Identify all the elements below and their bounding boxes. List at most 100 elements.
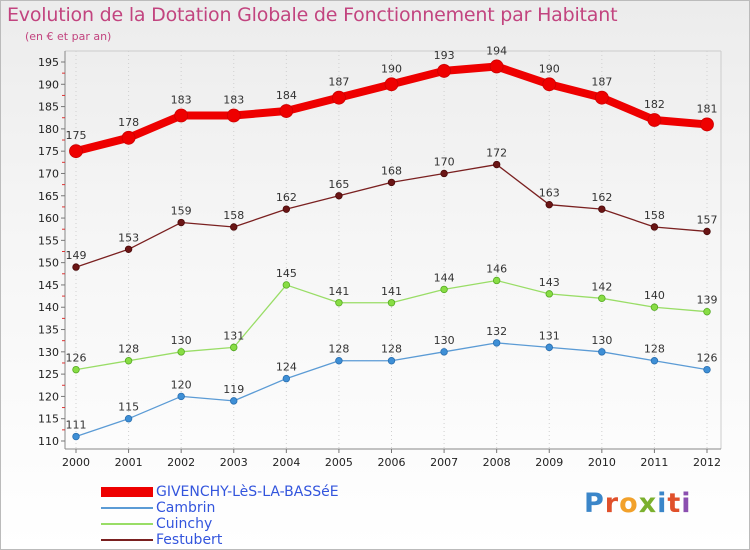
x-axis-ticks: 2000 2001 2002 2003 2004 2005 2006 2007 2008 2009… bbox=[62, 449, 721, 469]
data-label-cambrin: 126 bbox=[697, 352, 718, 365]
data-label-festubert: 172 bbox=[486, 147, 507, 160]
legend-swatch-cambrin bbox=[101, 507, 153, 509]
data-label-festubert: 162 bbox=[591, 191, 612, 204]
data-label-cuinchy: 126 bbox=[66, 352, 87, 365]
x-tick-label: 2000 bbox=[62, 456, 90, 469]
y-tick-label: 140 bbox=[38, 301, 59, 314]
data-point-cuinchy bbox=[545, 290, 553, 298]
data-label-cambrin: 130 bbox=[591, 334, 612, 347]
data-point-cambrin bbox=[598, 348, 606, 356]
data-label-cambrin: 124 bbox=[276, 361, 297, 374]
data-point-cuinchy bbox=[124, 357, 133, 365]
data-point-givenchy bbox=[279, 104, 294, 118]
data-label-givenchy: 183 bbox=[171, 94, 192, 107]
legend-label-festubert: Festubert bbox=[156, 532, 223, 548]
x-tick-label: 2006 bbox=[378, 456, 406, 469]
x-tick-label: 2001 bbox=[115, 456, 143, 469]
data-point-festubert bbox=[703, 227, 711, 236]
data-label-cuinchy: 128 bbox=[118, 343, 139, 356]
y-tick-label: 190 bbox=[38, 78, 59, 91]
legend-label-cuinchy: Cuinchy bbox=[156, 516, 213, 532]
y-tick-label: 160 bbox=[38, 212, 59, 225]
y-tick-label: 165 bbox=[38, 190, 59, 203]
data-point-cambrin bbox=[282, 374, 291, 383]
data-label-cuinchy: 142 bbox=[591, 280, 612, 293]
x-tick-label: 2005 bbox=[325, 456, 353, 469]
data-point-givenchy bbox=[332, 90, 346, 105]
data-label-festubert: 170 bbox=[434, 155, 455, 168]
data-label-festubert: 149 bbox=[66, 249, 87, 262]
y-tick-label: 115 bbox=[38, 413, 59, 426]
data-point-givenchy bbox=[700, 117, 714, 132]
data-label-givenchy: 187 bbox=[591, 76, 612, 89]
y-tick-label: 180 bbox=[38, 123, 59, 136]
y-tick-label: 125 bbox=[38, 368, 59, 381]
y-tick-label: 145 bbox=[38, 279, 59, 292]
data-point-cuinchy bbox=[282, 281, 291, 289]
data-point-cambrin bbox=[387, 357, 396, 365]
data-point-givenchy bbox=[174, 108, 189, 123]
y-tick-label: 135 bbox=[38, 324, 59, 337]
data-point-givenchy bbox=[384, 77, 399, 92]
data-label-givenchy: 175 bbox=[66, 129, 87, 142]
data-point-cambrin bbox=[650, 357, 659, 365]
data-label-givenchy: 178 bbox=[118, 116, 139, 129]
data-label-cambrin: 130 bbox=[434, 334, 455, 347]
data-point-givenchy bbox=[69, 144, 83, 159]
data-point-cuinchy bbox=[387, 299, 396, 307]
x-tick-label: 2003 bbox=[220, 456, 248, 469]
data-label-givenchy: 190 bbox=[539, 62, 560, 75]
data-point-cuinchy bbox=[177, 348, 185, 356]
y-axis-ticks: 110 115 120 125 130 135 140 145 150 155 160 165 170 1… bbox=[38, 56, 65, 448]
legend-label-cambrin: Cambrin bbox=[156, 500, 216, 516]
data-label-festubert: 162 bbox=[276, 191, 297, 204]
data-label-festubert: 158 bbox=[223, 209, 244, 222]
data-point-givenchy bbox=[647, 113, 662, 127]
data-label-cambrin: 115 bbox=[118, 401, 139, 414]
legend-swatch-givenchy bbox=[101, 487, 153, 497]
data-label-cuinchy: 145 bbox=[276, 267, 297, 280]
data-label-cambrin: 128 bbox=[644, 343, 665, 356]
data-point-cambrin bbox=[545, 343, 553, 352]
data-point-cambrin bbox=[440, 348, 448, 356]
data-label-givenchy: 182 bbox=[644, 98, 665, 111]
series-festubert: 149 153 159 158 162 165 168 170 172 163 162 158 157 bbox=[66, 147, 718, 271]
data-point-cuinchy bbox=[492, 276, 501, 285]
y-tick-label: 120 bbox=[38, 390, 59, 403]
y-tick-label: 195 bbox=[38, 56, 59, 69]
data-label-cuinchy: 141 bbox=[328, 285, 349, 298]
series-cambrin: 111 115 120 119 124 128 128 130 132 131 130 128 126 bbox=[66, 325, 718, 441]
data-label-cambrin: 119 bbox=[223, 383, 244, 396]
data-label-cuinchy: 144 bbox=[434, 271, 455, 284]
y-tick-label: 130 bbox=[38, 346, 59, 359]
legend-label-givenchy: GIVENCHY-LèS-LA-BASSéE bbox=[156, 484, 339, 500]
data-point-cuinchy bbox=[440, 285, 448, 294]
data-point-festubert bbox=[72, 263, 80, 271]
data-point-cambrin bbox=[72, 432, 80, 441]
data-point-festubert bbox=[440, 169, 448, 178]
x-tick-label: 2012 bbox=[693, 456, 721, 469]
data-point-givenchy bbox=[121, 130, 136, 145]
data-label-festubert: 159 bbox=[171, 205, 192, 218]
x-tick-label: 2004 bbox=[272, 456, 300, 469]
data-point-cambrin bbox=[230, 397, 238, 405]
data-label-givenchy: 193 bbox=[434, 49, 455, 62]
y-tick-label: 175 bbox=[38, 145, 59, 158]
data-point-givenchy bbox=[489, 59, 504, 74]
data-label-festubert: 157 bbox=[697, 213, 718, 226]
data-point-festubert bbox=[492, 160, 501, 169]
data-point-festubert bbox=[177, 218, 185, 227]
data-label-givenchy: 190 bbox=[381, 62, 402, 75]
data-label-festubert: 158 bbox=[644, 209, 665, 222]
data-point-festubert bbox=[335, 192, 343, 200]
x-tick-label: 2011 bbox=[640, 456, 668, 469]
series-cuinchy: 126 128 130 131 145 141 141 144 146 143 142 140 139 bbox=[66, 262, 718, 374]
data-label-cuinchy: 141 bbox=[381, 285, 402, 298]
data-point-cambrin bbox=[124, 415, 133, 423]
data-label-cambrin: 132 bbox=[486, 325, 507, 338]
series-givenchy: 175 178 183 183 184 187 190 193 194 190 187 182 181 bbox=[66, 44, 718, 159]
data-label-givenchy: 184 bbox=[276, 89, 297, 102]
data-label-festubert: 165 bbox=[328, 178, 349, 191]
data-point-festubert bbox=[387, 178, 396, 187]
